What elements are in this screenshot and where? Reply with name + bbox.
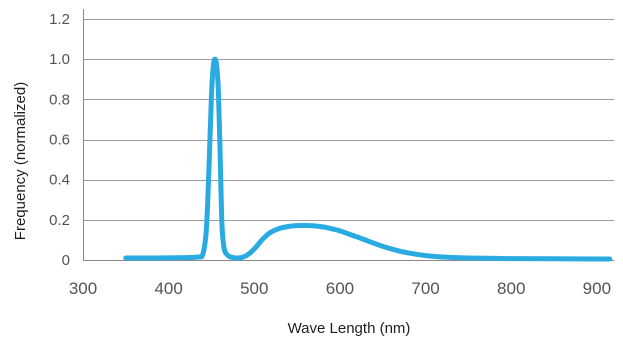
- y-tick-label-1.2: 1.2: [49, 11, 70, 28]
- y-tick-labels: 0 0.2 0.4 0.6 0.8 1.0 1.2: [49, 11, 70, 269]
- axes: [83, 9, 614, 261]
- series-line-0: [123, 56, 613, 262]
- y-tick-label-0.4: 0.4: [49, 172, 70, 189]
- series-layer: [123, 56, 613, 262]
- x-tick-labels: 300 400 500 600 700 800 900: [69, 279, 611, 298]
- y-axis-title: Frequency (normalized): [12, 82, 29, 240]
- y-tick-label-0.8: 0.8: [49, 91, 70, 108]
- y-tick-label-0: 0: [62, 252, 70, 269]
- x-tick-label-900: 900: [583, 279, 611, 298]
- x-tick-label-300: 300: [69, 279, 97, 298]
- x-tick-label-800: 800: [497, 279, 525, 298]
- x-tick-label-400: 400: [154, 279, 182, 298]
- grid-lines: [83, 19, 614, 221]
- x-tick-label-500: 500: [240, 279, 268, 298]
- y-tick-label-1.0: 1.0: [49, 51, 70, 68]
- y-tick-label-0.2: 0.2: [49, 212, 70, 229]
- x-axis-title: Wave Length (nm): [288, 320, 411, 337]
- x-tick-label-600: 600: [326, 279, 354, 298]
- y-tick-label-0.6: 0.6: [49, 132, 70, 149]
- x-tick-label-700: 700: [411, 279, 439, 298]
